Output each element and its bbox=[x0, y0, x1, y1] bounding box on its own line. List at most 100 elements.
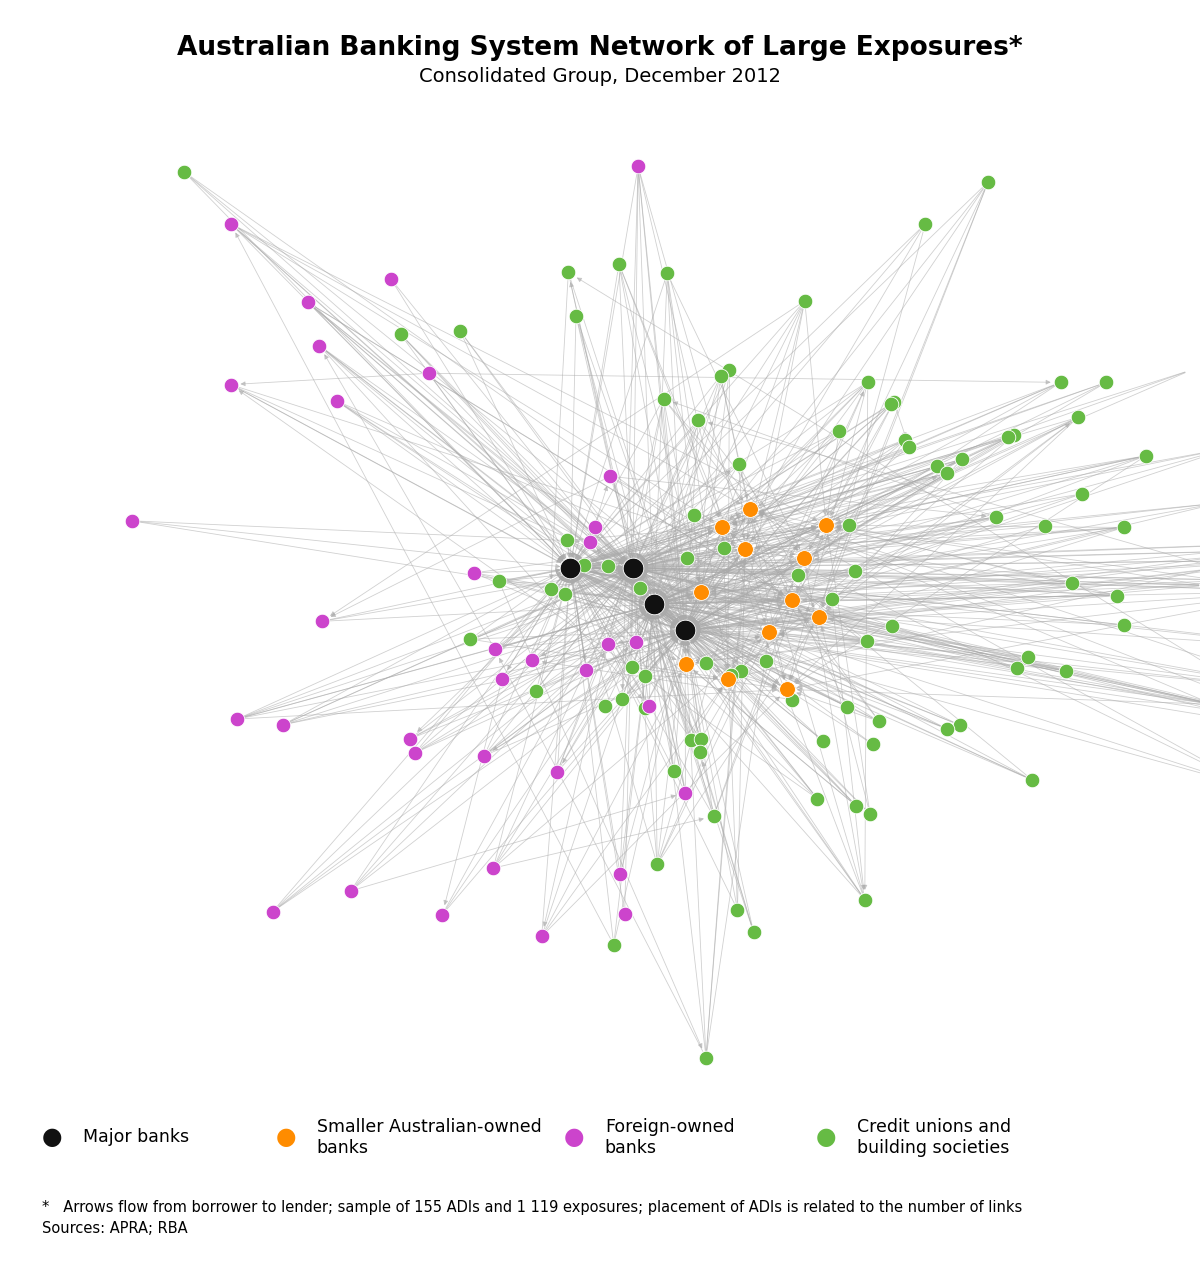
Point bbox=[611, 864, 630, 884]
Point bbox=[1004, 425, 1024, 445]
Point bbox=[714, 538, 733, 559]
Point bbox=[310, 335, 329, 356]
Text: Consolidated Group, December 2012: Consolidated Group, December 2012 bbox=[419, 67, 781, 86]
Point bbox=[1062, 572, 1081, 593]
Point bbox=[978, 171, 997, 192]
Point bbox=[1136, 445, 1156, 465]
Point bbox=[581, 532, 600, 552]
Point bbox=[636, 666, 655, 686]
Point bbox=[720, 361, 739, 381]
Point bbox=[847, 796, 866, 816]
Point bbox=[782, 590, 802, 610]
Point bbox=[858, 372, 877, 392]
Point bbox=[484, 857, 503, 878]
Point bbox=[635, 697, 654, 718]
Point bbox=[610, 253, 629, 274]
Point bbox=[640, 696, 659, 716]
Point bbox=[1114, 615, 1133, 636]
Text: Smaller Australian-owned
banks: Smaller Australian-owned banks bbox=[317, 1119, 541, 1156]
Point bbox=[678, 547, 697, 567]
Point bbox=[464, 562, 484, 583]
Point bbox=[788, 565, 808, 585]
Point bbox=[684, 504, 703, 525]
Point bbox=[263, 902, 282, 922]
Point bbox=[817, 516, 836, 536]
Point bbox=[622, 657, 641, 677]
Text: Australian Banking System Network of Large Exposures*: Australian Banking System Network of Lar… bbox=[178, 35, 1022, 62]
Point bbox=[864, 734, 883, 754]
Point bbox=[840, 514, 859, 535]
Point bbox=[461, 629, 480, 649]
Point bbox=[221, 213, 240, 233]
Point bbox=[736, 538, 755, 559]
Point bbox=[654, 388, 673, 409]
Point bbox=[710, 366, 730, 386]
Point bbox=[1196, 575, 1200, 595]
Point bbox=[401, 729, 420, 749]
Point bbox=[998, 427, 1018, 448]
Point bbox=[299, 293, 318, 313]
Point bbox=[937, 463, 956, 483]
Point bbox=[174, 161, 193, 182]
Text: ●: ● bbox=[276, 1125, 296, 1150]
Point bbox=[274, 715, 293, 735]
Point bbox=[122, 511, 142, 531]
Point bbox=[782, 690, 802, 710]
Point bbox=[796, 291, 815, 311]
Point bbox=[846, 560, 865, 580]
Point bbox=[721, 665, 740, 685]
Point bbox=[490, 571, 509, 591]
Point bbox=[1056, 661, 1075, 681]
Point bbox=[689, 410, 708, 430]
Point bbox=[916, 213, 935, 233]
Point bbox=[566, 305, 586, 325]
Point bbox=[629, 156, 648, 177]
Point bbox=[696, 1048, 715, 1068]
Point bbox=[676, 653, 695, 673]
Point bbox=[899, 436, 918, 456]
Point bbox=[596, 696, 616, 716]
Point bbox=[604, 934, 623, 955]
Point bbox=[419, 363, 438, 383]
Point bbox=[794, 549, 814, 569]
Point bbox=[937, 719, 956, 739]
Point bbox=[626, 632, 646, 652]
Point bbox=[744, 922, 763, 942]
Point bbox=[696, 652, 715, 672]
Text: *   Arrows flow from borrower to lender; sample of 155 ADIs and 1 119 exposures;: * Arrows flow from borrower to lender; s… bbox=[42, 1200, 1022, 1216]
Point bbox=[676, 620, 695, 641]
Point bbox=[474, 745, 493, 765]
Point bbox=[492, 668, 511, 689]
Point bbox=[559, 262, 578, 282]
Text: ●: ● bbox=[564, 1125, 584, 1150]
Point bbox=[814, 730, 833, 750]
Text: ●: ● bbox=[816, 1125, 836, 1150]
Point bbox=[221, 375, 240, 395]
Point bbox=[732, 661, 751, 681]
Point bbox=[1108, 585, 1127, 605]
Point bbox=[838, 697, 857, 718]
Point bbox=[756, 651, 775, 671]
Point bbox=[382, 270, 401, 290]
Point bbox=[870, 711, 889, 731]
Point bbox=[558, 531, 577, 551]
Point bbox=[522, 651, 541, 671]
Point bbox=[728, 900, 748, 921]
Point bbox=[881, 395, 900, 415]
Point bbox=[822, 589, 841, 609]
Point bbox=[577, 660, 596, 680]
Point bbox=[644, 594, 664, 614]
Point bbox=[808, 788, 827, 808]
Point bbox=[1007, 657, 1026, 677]
Point bbox=[1022, 770, 1042, 791]
Point bbox=[1068, 407, 1087, 427]
Point bbox=[527, 681, 546, 701]
Point bbox=[532, 927, 551, 947]
Point bbox=[856, 890, 875, 910]
Point bbox=[928, 456, 947, 477]
Point bbox=[312, 612, 331, 632]
Point bbox=[883, 615, 902, 636]
Point bbox=[829, 421, 848, 441]
Point bbox=[884, 392, 904, 412]
Point bbox=[1115, 517, 1134, 537]
